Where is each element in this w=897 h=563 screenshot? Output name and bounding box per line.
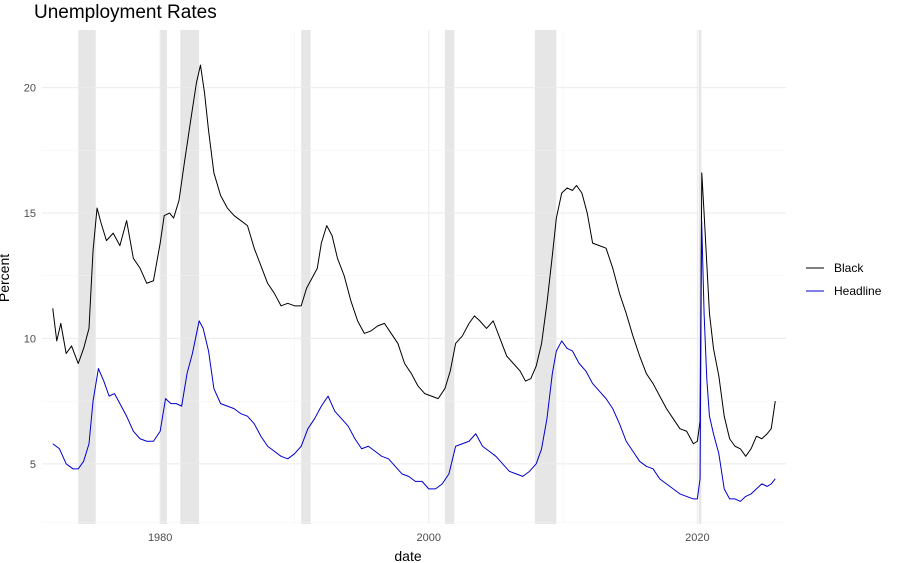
recession-band — [160, 30, 167, 524]
recession-bands — [78, 30, 702, 524]
recession-band — [534, 30, 557, 524]
series-line-headline — [52, 220, 776, 502]
x-tick-label: 1980 — [148, 532, 172, 544]
legend: Black Headline — [806, 261, 882, 298]
tick-labels: 5 10 15 20 1980 2000 2020 — [24, 83, 710, 544]
x-axis-title: date — [394, 548, 421, 563]
y-tick-label: 10 — [24, 333, 36, 345]
x-tick-label: 2000 — [417, 532, 441, 544]
recession-band — [444, 30, 455, 524]
recession-band — [301, 30, 311, 524]
y-tick-label: 5 — [30, 459, 36, 471]
y-axis-title: Percent — [0, 254, 12, 302]
recession-band — [78, 30, 96, 524]
series-lines — [52, 64, 776, 502]
grid-lines — [42, 30, 786, 524]
chart-title: Unemployment Rates — [34, 2, 217, 23]
series-line-black — [52, 64, 776, 457]
y-tick-label: 20 — [24, 83, 36, 95]
legend-label-black: Black — [834, 261, 864, 275]
recession-band — [180, 30, 200, 524]
legend-label-headline: Headline — [834, 284, 882, 298]
x-tick-label: 2020 — [685, 532, 709, 544]
y-tick-label: 15 — [24, 208, 36, 220]
recession-band — [698, 30, 702, 524]
